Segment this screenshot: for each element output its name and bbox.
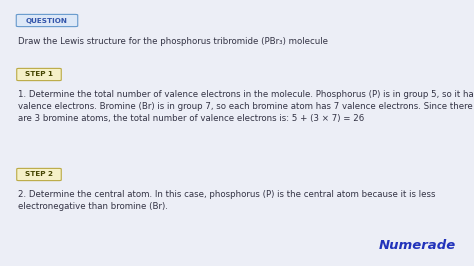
Text: Numerade: Numerade <box>379 239 456 252</box>
Text: 1. Determine the total number of valence electrons in the molecule. Phosphorus (: 1. Determine the total number of valence… <box>18 90 474 123</box>
FancyBboxPatch shape <box>17 68 61 81</box>
Text: QUESTION: QUESTION <box>26 18 68 23</box>
Text: STEP 1: STEP 1 <box>25 72 53 77</box>
FancyBboxPatch shape <box>16 14 78 27</box>
Text: 2. Determine the central atom. In this case, phosphorus (P) is the central atom : 2. Determine the central atom. In this c… <box>18 190 436 211</box>
FancyBboxPatch shape <box>17 168 61 181</box>
Text: STEP 2: STEP 2 <box>25 172 53 177</box>
Text: Draw the Lewis structure for the phosphorus tribromide (PBr₃) molecule: Draw the Lewis structure for the phospho… <box>18 37 328 46</box>
